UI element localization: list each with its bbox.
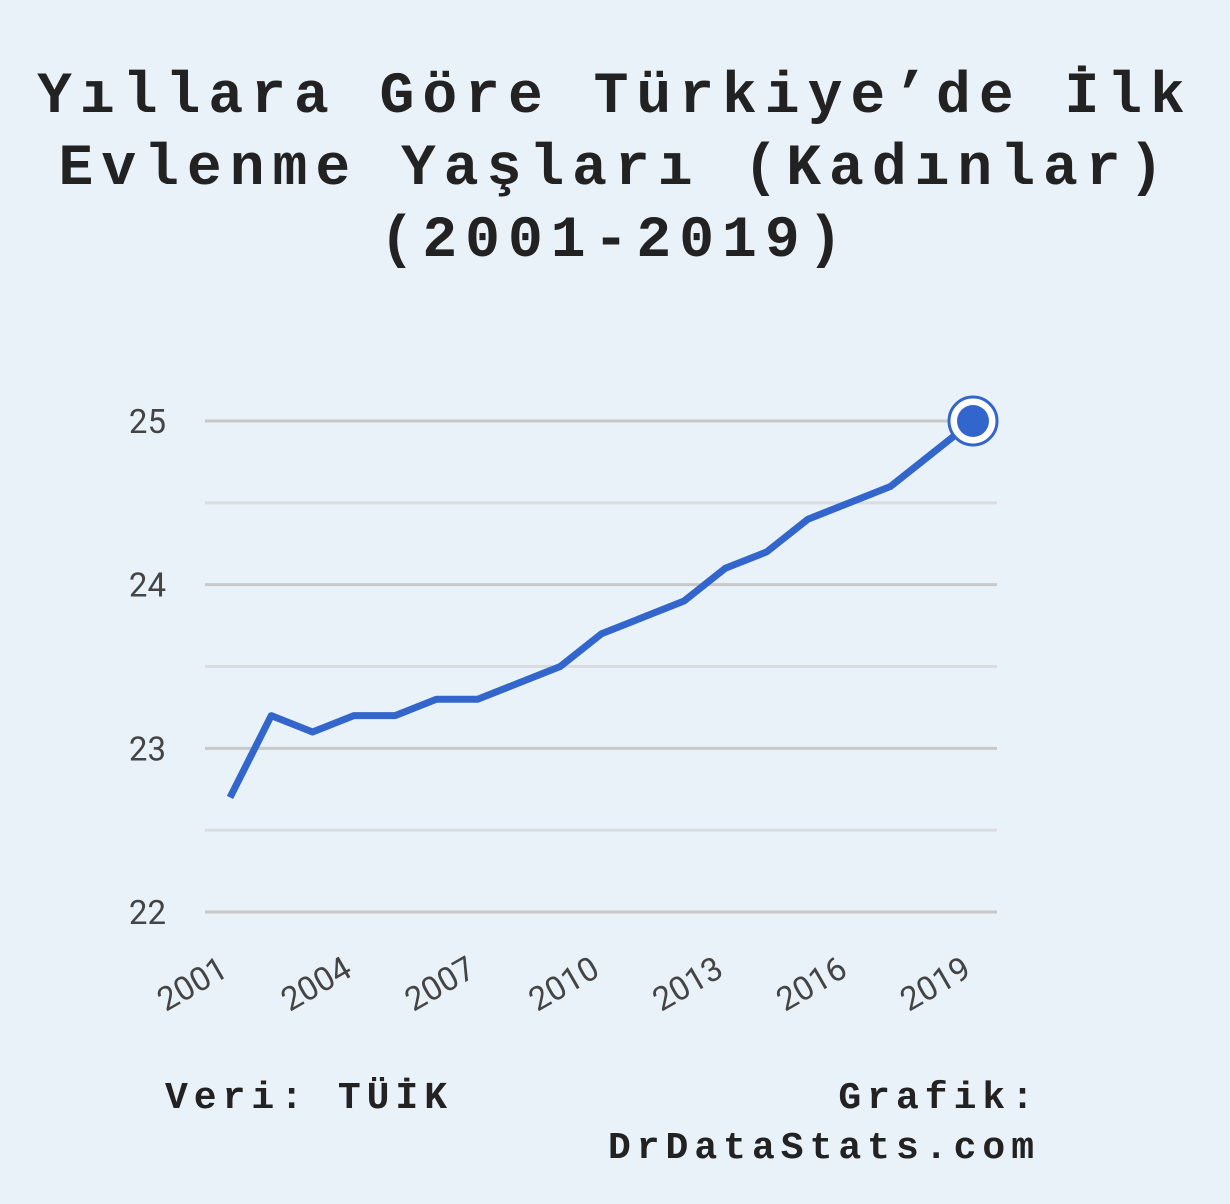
chart-title: Evlenme Yaşları (Kadınlar) [59, 137, 1172, 202]
chart-title: Yıllara Göre Türkiye’de İlk [37, 65, 1193, 130]
chart-title: (2001-2019) [380, 209, 851, 274]
credit-note: Grafik: [838, 1077, 1040, 1120]
y-tick-label: 24 [129, 567, 166, 606]
source-note: Veri: TÜİK [165, 1076, 453, 1120]
y-tick-label: 23 [129, 730, 166, 769]
y-tick-label: 25 [129, 403, 166, 442]
data-line [226, 418, 976, 800]
last-point [957, 405, 989, 437]
credit-note: DrDataStats.com [608, 1127, 1040, 1170]
y-tick-label: 22 [129, 894, 166, 933]
